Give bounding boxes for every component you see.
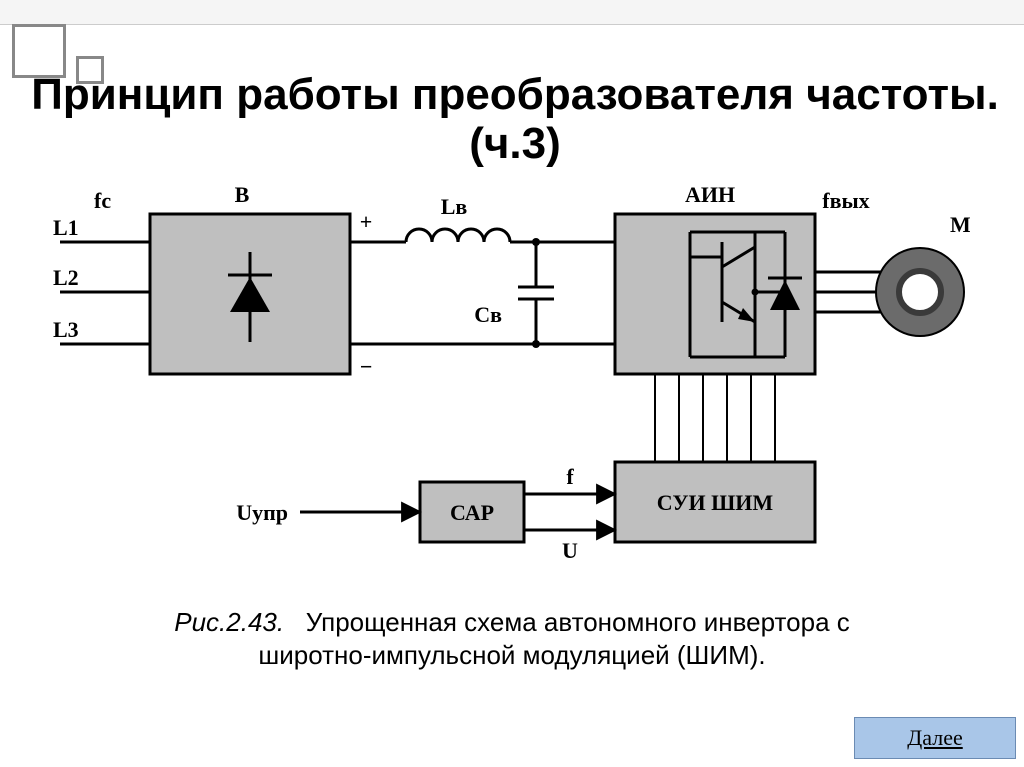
figure-number: Рис.2.43. [174,607,284,637]
label-SUI: СУИ ШИМ [657,490,774,515]
label-L2: L2 [53,265,79,290]
label-L1: L1 [53,215,79,240]
figure-caption: Рис.2.43. Упрощенная схема автономного и… [0,606,1024,671]
label-B: В [235,182,250,207]
label-plus: + [360,209,373,234]
label-Uupr: Uупр [236,500,288,525]
schematic-diagram: L1 L2 L3 fc В + − Lв Св АИН [50,162,970,602]
caption-line2: широтно-импульсной модуляцией (ШИМ). [258,640,765,670]
label-f: f [566,464,574,489]
window-titlebar [0,0,1024,25]
slide-title: Принцип работы преобразователя частоты.(… [30,71,1000,168]
label-SAR: САР [450,500,494,525]
motor-icon [876,248,964,336]
label-fout: fвых [822,188,869,213]
label-U: U [562,538,578,563]
ctrl-lines [655,374,775,462]
label-fc: fc [94,188,111,213]
caption-line1: Упрощенная схема автономного инвертора с [306,607,850,637]
capacitor-icon [518,238,554,348]
label-M: М [950,212,970,237]
label-Cv: Св [474,302,502,327]
next-button[interactable]: Далее [854,717,1016,759]
inductor-icon [390,229,510,242]
label-Lv: Lв [441,194,468,219]
label-minus: − [360,354,373,379]
label-L3: L3 [53,317,79,342]
label-AIN: АИН [685,182,735,207]
